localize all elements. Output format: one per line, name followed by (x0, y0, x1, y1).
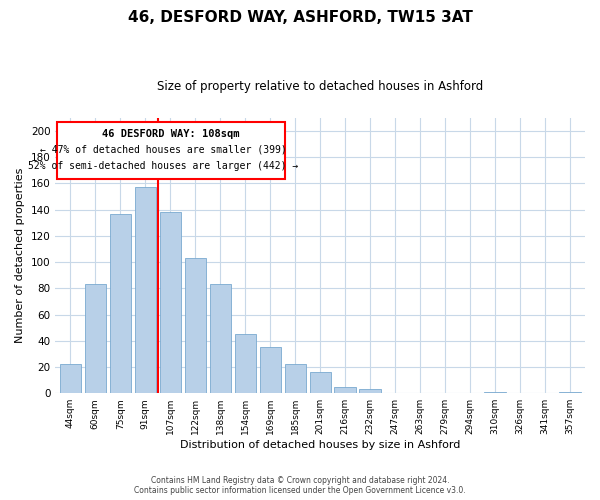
Bar (209, 284, 231, 393)
Bar (160, 212, 181, 393)
Text: Contains HM Land Registry data © Crown copyright and database right 2024.
Contai: Contains HM Land Registry data © Crown c… (134, 476, 466, 495)
Bar (359, 390, 381, 393)
X-axis label: Distribution of detached houses by size in Ashford: Distribution of detached houses by size … (180, 440, 460, 450)
Bar (334, 386, 356, 393)
Text: 46 DESFORD WAY: 108sqm: 46 DESFORD WAY: 108sqm (102, 128, 239, 138)
Bar (260, 348, 281, 393)
Bar (284, 364, 306, 393)
Bar (59, 364, 81, 393)
Text: 52% of semi-detached houses are larger (442) →: 52% of semi-detached houses are larger (… (28, 162, 298, 172)
Title: Size of property relative to detached houses in Ashford: Size of property relative to detached ho… (157, 80, 483, 93)
Bar (559, 392, 581, 393)
Text: ← 47% of detached houses are smaller (399): ← 47% of detached houses are smaller (39… (40, 144, 287, 154)
FancyBboxPatch shape (56, 122, 285, 180)
Y-axis label: Number of detached properties: Number of detached properties (15, 168, 25, 343)
Bar (185, 258, 206, 393)
Bar (85, 284, 106, 393)
Bar (310, 372, 331, 393)
Text: 46, DESFORD WAY, ASHFORD, TW15 3AT: 46, DESFORD WAY, ASHFORD, TW15 3AT (128, 10, 472, 25)
Bar (134, 188, 156, 393)
Bar (235, 334, 256, 393)
Bar (110, 214, 131, 393)
Bar (484, 392, 506, 393)
